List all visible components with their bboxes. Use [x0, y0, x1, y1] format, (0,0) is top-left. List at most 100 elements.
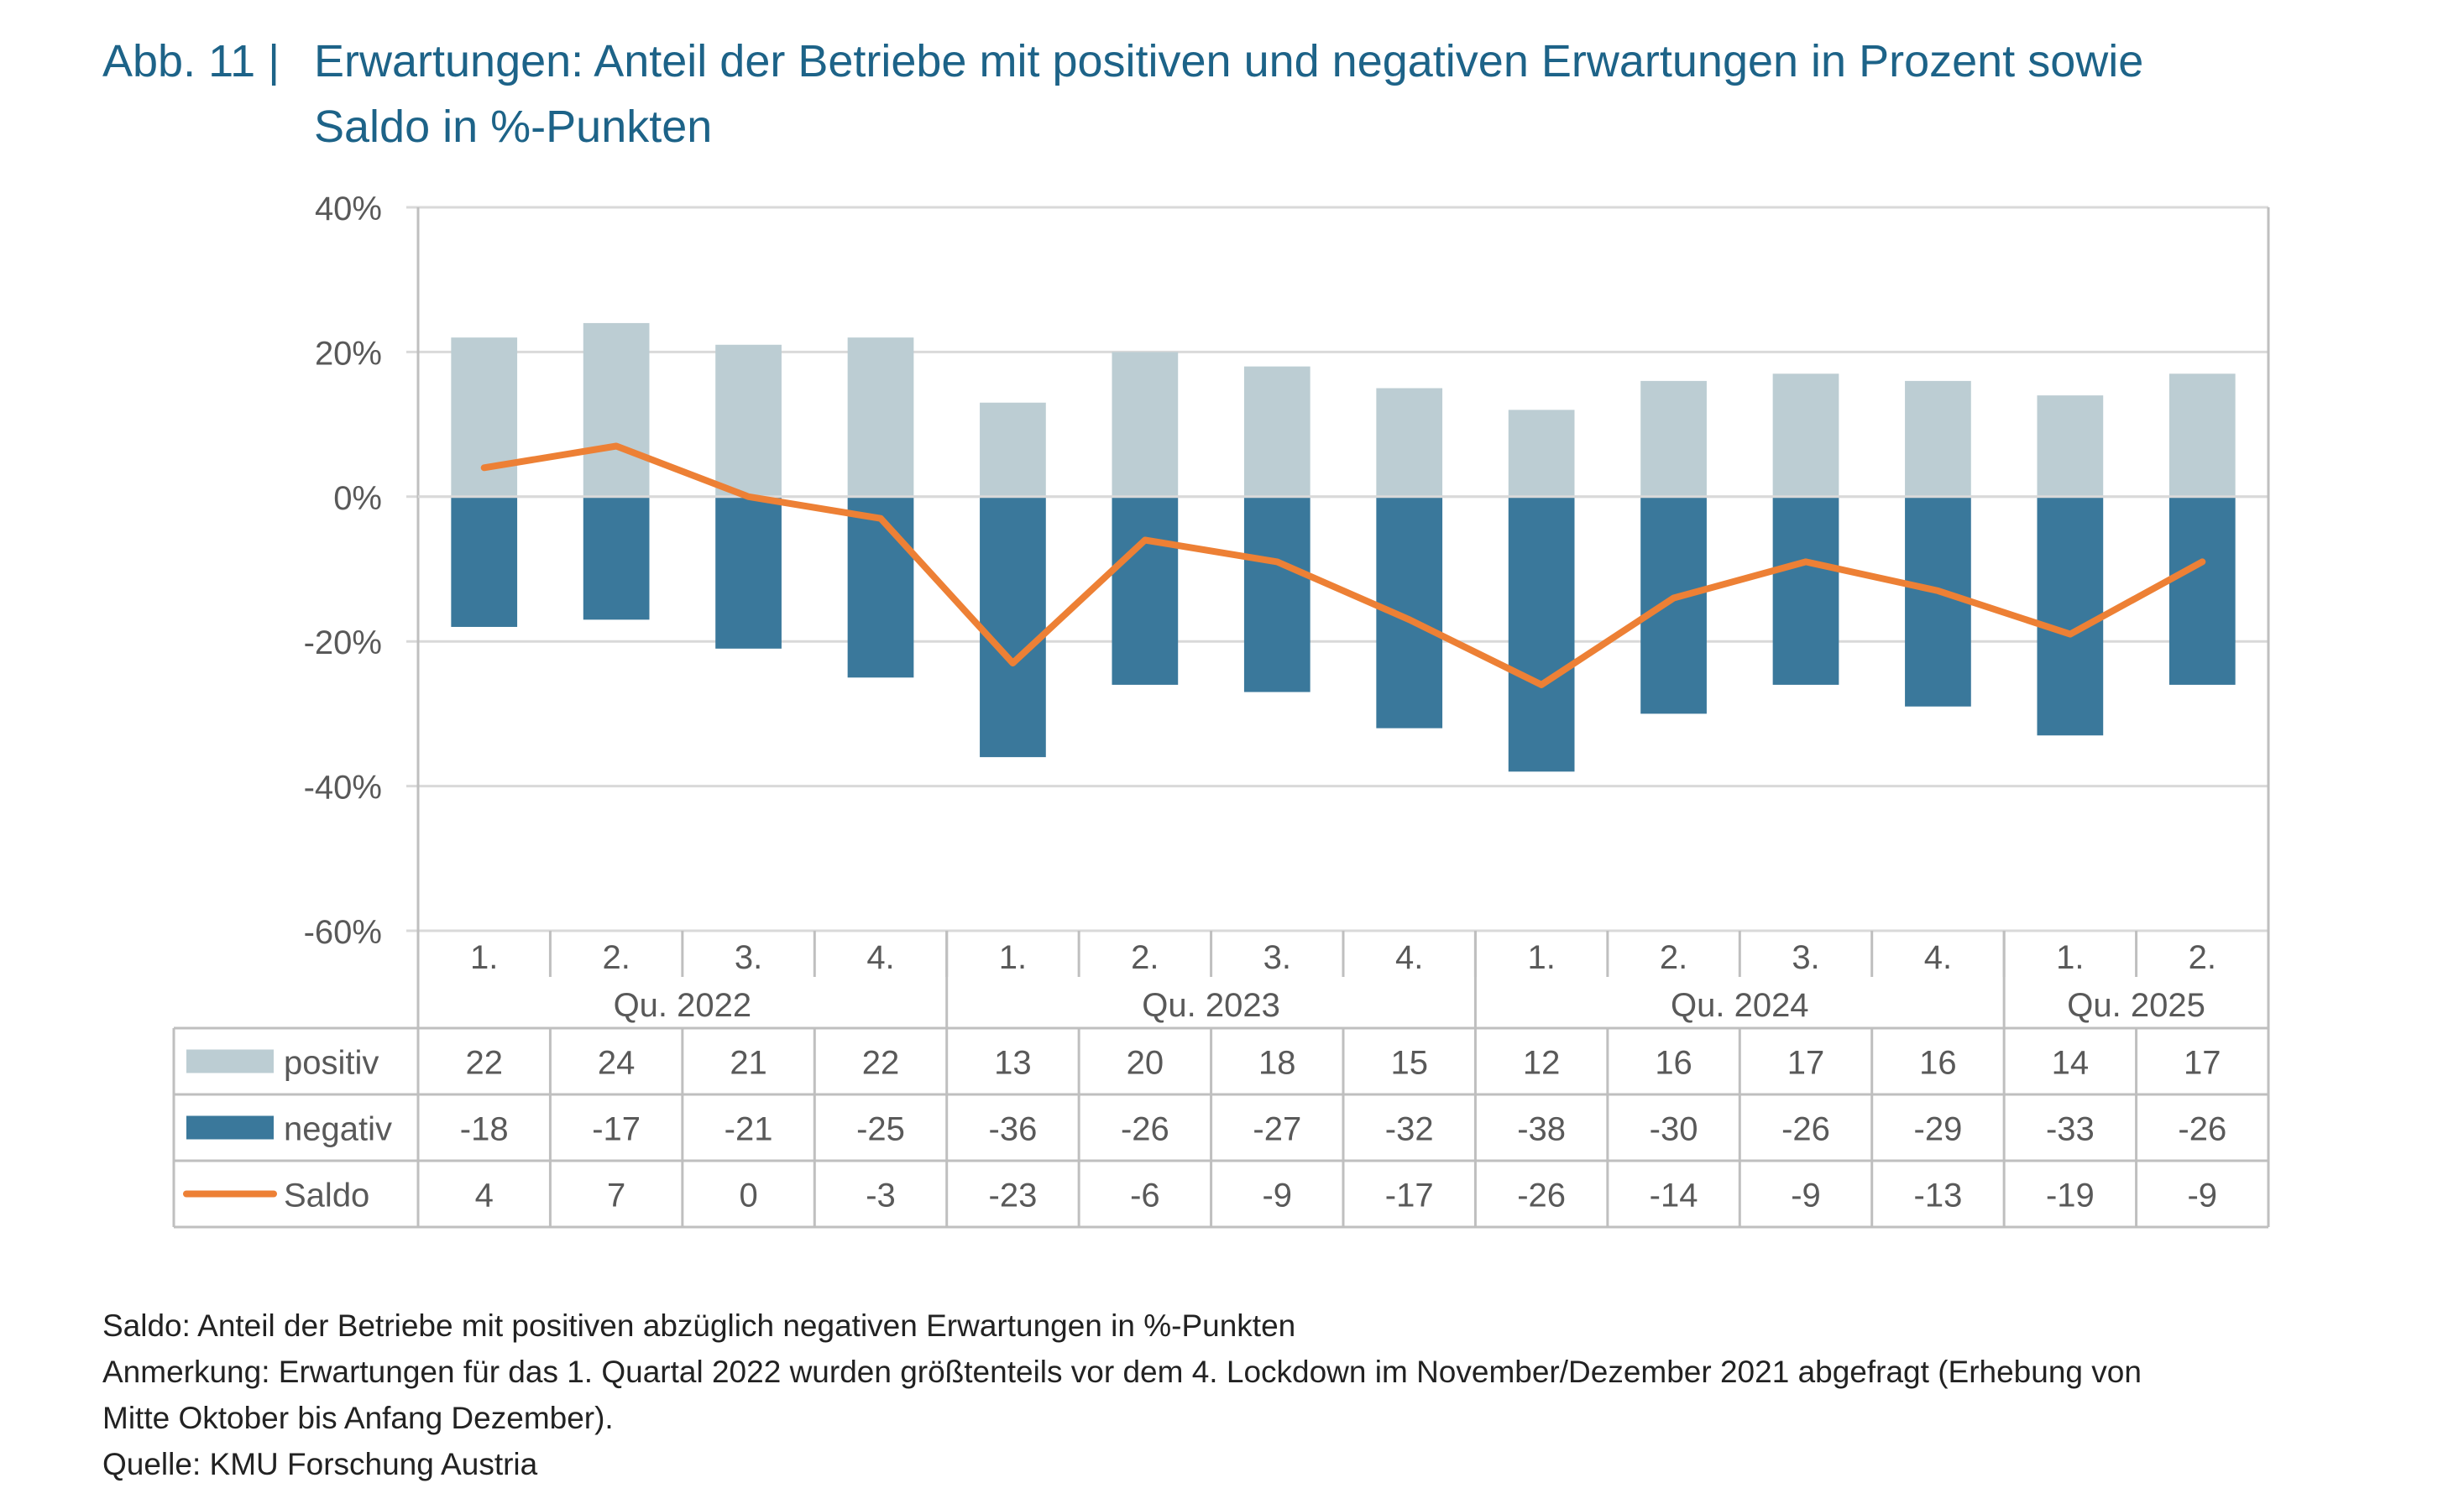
table-cell: 13 — [994, 1045, 1032, 1082]
bar-positiv — [451, 337, 518, 497]
x-tick-label: 3. — [1263, 939, 1291, 976]
bar-negativ — [1112, 496, 1179, 685]
note-source: Quelle: KMU Forschung Austria — [102, 1447, 538, 1481]
x-group-label: Qu. 2025 — [2067, 987, 2205, 1024]
bar-negativ — [451, 496, 518, 627]
bar-positiv — [847, 337, 914, 497]
figure-notes: Saldo: Anteil der Betriebe mit positiven… — [102, 1303, 2436, 1487]
table-cell: 22 — [465, 1045, 503, 1082]
x-group-label: Qu. 2023 — [1142, 987, 1280, 1024]
table-cell: -26 — [1781, 1111, 1830, 1148]
x-group-label: Qu. 2024 — [1671, 987, 1809, 1024]
figure-title-line1: Erwartungen: Anteil der Betriebe mit pos… — [314, 36, 2144, 86]
bar-positiv — [1772, 373, 1839, 497]
table-cell: -9 — [2187, 1178, 2217, 1214]
bar-negativ — [1640, 496, 1707, 714]
table-cell: -32 — [1385, 1111, 1434, 1148]
table-cell: 4 — [475, 1178, 494, 1214]
bar-negativ — [2037, 496, 2104, 736]
table-cell: -33 — [2046, 1111, 2095, 1148]
table-cell: -26 — [1121, 1111, 1169, 1148]
table-cell: -9 — [1791, 1178, 1821, 1214]
table-cell: 12 — [1523, 1045, 1561, 1082]
y-tick-label: 0% — [333, 480, 382, 517]
y-tick-label: -60% — [304, 914, 382, 951]
legend-label: Saldo — [284, 1178, 369, 1214]
bar-positiv — [1905, 380, 1971, 497]
x-tick-label: 2. — [1660, 939, 1687, 976]
bar-negativ — [1508, 496, 1575, 772]
bar-negativ — [1905, 496, 1971, 707]
bar-negativ — [583, 496, 650, 620]
table-cell: -9 — [1262, 1178, 1292, 1214]
bar-negativ — [1243, 496, 1310, 692]
table-cell: 22 — [862, 1045, 900, 1082]
table-cell: -17 — [592, 1111, 641, 1148]
table-cell: -6 — [1130, 1178, 1160, 1214]
y-tick-label: -40% — [304, 770, 382, 807]
x-tick-label: 4. — [1924, 939, 1952, 976]
legend-key-positiv — [186, 1049, 274, 1073]
table-cell: -17 — [1385, 1178, 1434, 1214]
x-group-label: Qu. 2022 — [614, 987, 752, 1024]
bar-positiv — [2037, 395, 2104, 497]
table-cell: -18 — [460, 1111, 509, 1148]
note-saldo-definition: Saldo: Anteil der Betriebe mit positiven… — [102, 1308, 1296, 1343]
table-cell: -29 — [1914, 1111, 1963, 1148]
table-cell: 16 — [1919, 1045, 1957, 1082]
bar-negativ — [980, 496, 1046, 758]
figure-title: Abb. 11 | Erwartungen: Anteil der Betrieb… — [102, 29, 2369, 159]
bar-negativ — [2168, 496, 2236, 685]
table-cell: -26 — [1517, 1178, 1566, 1214]
x-tick-label: 4. — [866, 939, 894, 976]
bar-positiv — [1640, 380, 1707, 497]
table-cell: 21 — [730, 1045, 767, 1082]
note-remark-line1: Anmerkung: Erwartungen für das 1. Quarta… — [102, 1355, 2142, 1389]
note-remark-line2: Mitte Oktober bis Anfang Dezember). — [102, 1401, 614, 1435]
bar-positiv — [2168, 373, 2236, 497]
x-tick-label: 4. — [1395, 939, 1423, 976]
table-cell: 17 — [2184, 1045, 2221, 1082]
legend-key-negativ — [186, 1115, 274, 1140]
x-tick-label: 1. — [2056, 939, 2084, 976]
x-tick-label: 2. — [2189, 939, 2216, 976]
figure-label: Abb. 11 | — [102, 36, 280, 86]
table-cell: 20 — [1127, 1045, 1164, 1082]
table-cell: -25 — [856, 1111, 905, 1148]
bar-positiv — [980, 402, 1046, 497]
y-tick-label: -20% — [304, 624, 382, 661]
figure-title-line2: Saldo in %-Punkten — [314, 102, 713, 152]
x-tick-label: 1. — [1527, 939, 1555, 976]
x-tick-label: 1. — [470, 939, 498, 976]
bar-negativ — [847, 496, 914, 678]
bar-positiv — [1508, 410, 1575, 497]
bar-positiv — [583, 322, 650, 497]
table-cell: -21 — [725, 1111, 773, 1148]
x-tick-label: 3. — [735, 939, 762, 976]
table-cell: -36 — [989, 1111, 1038, 1148]
table-cell: -19 — [2046, 1178, 2095, 1214]
table-cell: -38 — [1517, 1111, 1566, 1148]
table-cell: 17 — [1787, 1045, 1825, 1082]
table-cell: 24 — [598, 1045, 636, 1082]
bar-positiv — [1243, 366, 1310, 497]
legend-label: negativ — [284, 1111, 392, 1148]
table-cell: 18 — [1258, 1045, 1296, 1082]
table-cell: -3 — [866, 1178, 896, 1214]
table-cell: -23 — [989, 1178, 1038, 1214]
bar-negativ — [1772, 496, 1839, 685]
bar-positiv — [715, 344, 782, 497]
bar-negativ — [715, 496, 782, 649]
table-cell: -26 — [2178, 1111, 2226, 1148]
table-cell: 15 — [1390, 1045, 1428, 1082]
table-cell: -27 — [1253, 1111, 1301, 1148]
chart: 40% 20% 0% -20% -40% -60% 1. 2. 3. 4. 1. 2. 3. 4. 1. 2.… — [172, 191, 2270, 1229]
y-tick-label: 20% — [315, 335, 382, 372]
x-tick-label: 2. — [602, 939, 630, 976]
x-tick-label: 1. — [999, 939, 1027, 976]
x-tick-label: 2. — [1131, 939, 1159, 976]
table-cell: -13 — [1914, 1178, 1963, 1214]
table-cell: -14 — [1650, 1178, 1698, 1214]
table-cell: -30 — [1650, 1111, 1698, 1148]
x-tick-label: 3. — [1792, 939, 1819, 976]
